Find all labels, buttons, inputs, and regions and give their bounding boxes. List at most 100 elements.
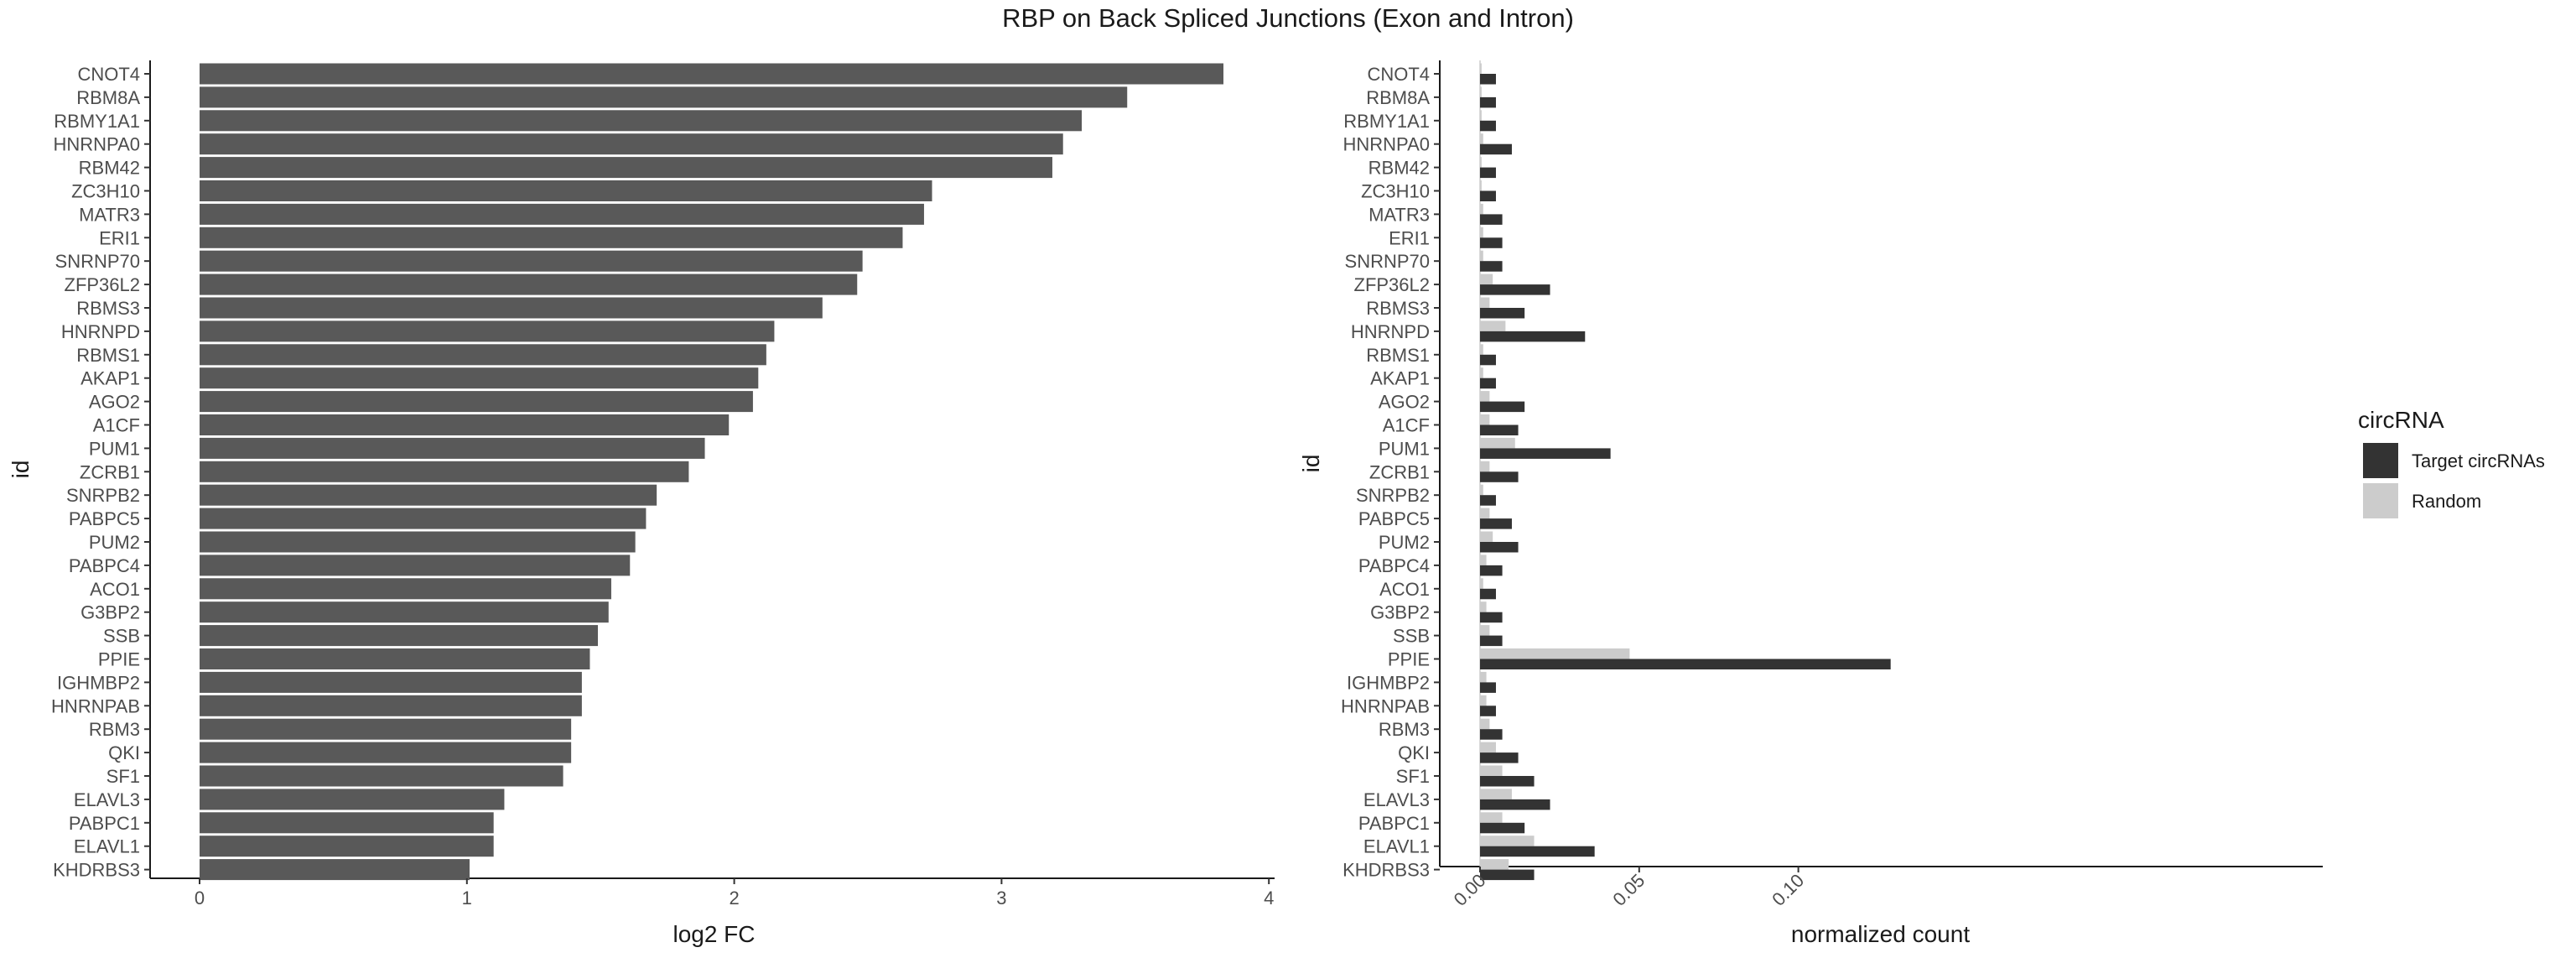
bar — [200, 203, 924, 225]
y-tick-label: G3BP2 — [1370, 602, 1430, 623]
x-tick-label: 4 — [1264, 888, 1274, 909]
y-tick-label: HNRNPA0 — [53, 134, 140, 155]
random-bar — [1480, 695, 1487, 706]
bar — [200, 110, 1083, 132]
y-tick-label: AKAP1 — [80, 368, 140, 389]
y-tick-label: SNRPB2 — [66, 485, 140, 506]
x-tick-label: 0.10 — [1768, 870, 1808, 910]
bar — [200, 297, 823, 319]
y-tick-label: PPIE — [98, 649, 140, 670]
y-tick-label: RBMS3 — [76, 298, 140, 319]
y-tick-label: A1CF — [93, 415, 140, 436]
target-bar — [1480, 214, 1503, 225]
bar — [200, 367, 759, 389]
random-bar — [1480, 344, 1483, 355]
y-tick-label: SSB — [1393, 626, 1430, 647]
bar — [200, 765, 564, 787]
y-tick-label: SNRNP70 — [1345, 251, 1430, 272]
random-bar — [1480, 742, 1496, 753]
target-bar — [1480, 74, 1496, 85]
y-tick-label: KHDRBS3 — [1343, 860, 1430, 881]
bar — [200, 414, 730, 435]
bar — [200, 671, 582, 693]
target-bar — [1480, 869, 1535, 881]
target-bar — [1480, 682, 1496, 693]
y-tick-label: ZCRB1 — [1369, 461, 1430, 482]
target-bar — [1480, 284, 1550, 295]
y-tick-label: ZFP36L2 — [1354, 274, 1431, 295]
random-bar — [1480, 578, 1483, 589]
bar — [200, 391, 753, 413]
random-bar — [1480, 320, 1506, 331]
y-tick-label: RBM3 — [89, 719, 140, 740]
y-tick-label: MATR3 — [1368, 204, 1430, 225]
target-bar — [1480, 261, 1503, 272]
y-tick-label: ACO1 — [1379, 579, 1430, 600]
y-tick-label: IGHMBP2 — [57, 672, 140, 693]
random-bar — [1480, 648, 1630, 659]
target-bar — [1480, 308, 1525, 319]
random-bar — [1480, 789, 1512, 799]
y-tick-label: ZC3H10 — [1361, 181, 1430, 202]
bar — [200, 648, 590, 669]
target-bar — [1480, 542, 1519, 553]
target-bar — [1480, 190, 1496, 201]
random-bar — [1480, 461, 1490, 472]
x-axis-title: normalized count — [1791, 921, 1970, 947]
target-bar — [1480, 799, 1550, 810]
y-tick-label: PABPC5 — [1358, 508, 1430, 529]
random-bar — [1480, 812, 1503, 823]
random-bar — [1480, 203, 1483, 215]
random-bar — [1480, 625, 1490, 636]
target-bar — [1480, 448, 1611, 459]
random-bar — [1480, 531, 1493, 542]
bar — [200, 344, 766, 366]
random-bar — [1480, 180, 1482, 191]
random-bar — [1480, 718, 1490, 730]
bar — [200, 601, 609, 623]
y-tick-label: RBMS1 — [1366, 345, 1430, 366]
y-tick-label: PABPC5 — [69, 508, 140, 529]
y-tick-label: IGHMBP2 — [1347, 672, 1430, 693]
y-tick-label: ZC3H10 — [71, 181, 140, 202]
y-tick-label: RBM42 — [1368, 158, 1430, 179]
random-bar — [1480, 554, 1487, 565]
y-tick-label: SNRNP70 — [55, 251, 140, 272]
target-bar — [1480, 377, 1496, 389]
random-bar — [1480, 414, 1490, 425]
x-tick-label: 0.05 — [1608, 870, 1649, 910]
random-bar — [1480, 391, 1490, 402]
bar — [200, 508, 647, 529]
target-bar — [1480, 424, 1519, 435]
y-tick-label: AGO2 — [89, 392, 140, 413]
random-bar — [1480, 367, 1483, 378]
y-tick-label: MATR3 — [79, 204, 140, 225]
random-bar — [1480, 273, 1493, 285]
target-bar — [1480, 588, 1496, 600]
y-tick-label: PABPC4 — [69, 555, 140, 576]
y-tick-label: G3BP2 — [80, 602, 140, 623]
y-tick-label: PABPC1 — [69, 813, 140, 834]
bar — [200, 554, 631, 576]
random-bar — [1480, 157, 1482, 168]
y-tick-label: ZCRB1 — [80, 461, 140, 482]
y-tick-label: A1CF — [1383, 415, 1430, 436]
target-bar — [1480, 846, 1595, 857]
y-tick-label: ELAVL3 — [1363, 789, 1430, 810]
target-bar — [1480, 705, 1496, 716]
random-bar — [1480, 601, 1487, 612]
target-bar — [1480, 518, 1512, 529]
bar — [200, 63, 1224, 85]
y-tick-label: RBMY1A1 — [54, 111, 140, 132]
y-tick-label: ACO1 — [90, 579, 140, 600]
y-tick-label: RBMS1 — [76, 345, 140, 366]
bar — [200, 531, 636, 553]
y-tick-label: ERI1 — [99, 227, 140, 248]
bar — [200, 836, 494, 857]
target-bar — [1480, 237, 1503, 248]
random-bar — [1480, 765, 1503, 776]
target-bar — [1480, 752, 1519, 763]
target-bar — [1480, 612, 1503, 623]
